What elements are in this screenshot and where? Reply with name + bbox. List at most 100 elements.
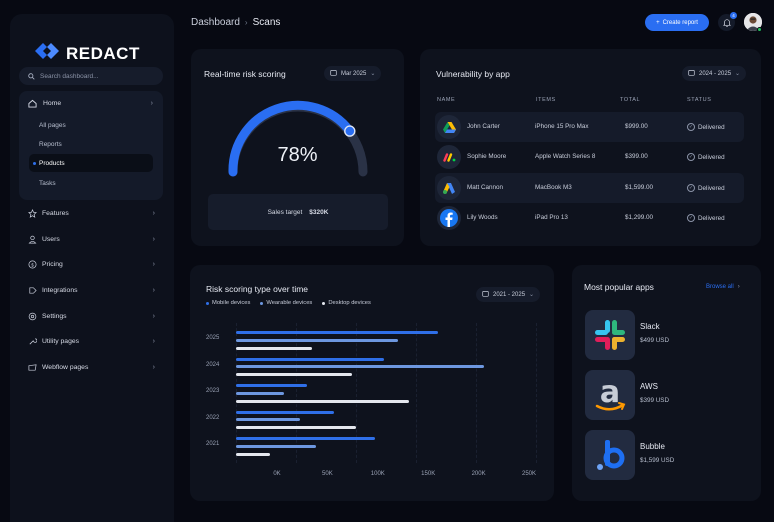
app-price: $399 USD [640, 397, 670, 404]
row-status: ✓ Delivered [687, 214, 725, 222]
row-total: $1,599.00 [625, 184, 654, 191]
search-bar[interactable] [19, 67, 163, 85]
bar[interactable] [236, 399, 409, 403]
card-title: Real-time risk scoring [204, 69, 286, 79]
x-axis-label: 250K [521, 471, 537, 477]
sidebar-item-webflow-pages[interactable]: Webflow pages › [27, 359, 155, 376]
y-axis-label: 2024 [206, 361, 220, 368]
sidebar-item-home[interactable]: Home › [27, 95, 155, 112]
bar[interactable] [236, 384, 307, 387]
bar[interactable] [236, 426, 356, 430]
bar[interactable] [236, 437, 376, 440]
avatar[interactable] [744, 13, 762, 31]
table-row[interactable]: Lily Woods iPad Pro 13 $1,299.00 ✓ Deliv… [435, 203, 744, 233]
sidebar-item-label: Utility pages [42, 338, 80, 345]
search-icon [28, 67, 35, 85]
home-icon [27, 99, 37, 109]
sidebar-item-settings[interactable]: Settings › [27, 308, 155, 325]
notification-badge: 4 [730, 12, 737, 19]
bar[interactable] [236, 410, 335, 414]
app-name: AWS [640, 382, 658, 391]
date-filter[interactable]: 2024 - 2025 ⌄ [682, 66, 747, 81]
check-circle-icon: ✓ [687, 214, 695, 222]
table-row[interactable]: Matt Cannon MacBook M3 $1,599.00 ✓ Deliv… [435, 173, 744, 203]
app-item-slack[interactable]: Slack $499 USD [585, 310, 765, 362]
status-label: Delivered [698, 153, 725, 161]
sidebar-item-pricing[interactable]: $ Pricing › [27, 256, 155, 273]
legend-label: Wearable devices [266, 300, 313, 306]
check-circle-icon: ✓ [687, 184, 695, 192]
svg-text:a: a [600, 375, 620, 410]
sidebar-subitem-all-pages[interactable]: All pages [29, 116, 153, 134]
notifications-button[interactable]: 4 [718, 12, 737, 31]
row-item: Apple Watch Series 8 [535, 153, 596, 160]
bar[interactable] [236, 418, 300, 422]
bar-chart: 2025 2024 2023 2022 2021 0K 50K 100K 150K 200K 250… [190, 265, 554, 501]
create-report-label: Create report [662, 19, 698, 26]
sidebar-subitem-reports[interactable]: Reports [29, 135, 153, 153]
bar[interactable] [236, 338, 398, 342]
legend-item[interactable]: Wearable devices [260, 300, 312, 306]
user-icon [27, 235, 37, 245]
svg-text:$: $ [31, 262, 34, 267]
breadcrumb-separator: › [244, 18, 248, 27]
create-report-button[interactable]: + Create report [645, 14, 709, 31]
legend-item[interactable]: Mobile devices [206, 300, 250, 306]
bar[interactable] [236, 452, 270, 456]
bar[interactable] [236, 346, 312, 350]
row-item: iPad Pro 13 [535, 214, 568, 221]
chevron-right-icon: › [150, 100, 153, 107]
app-item-bubble[interactable]: Bubble $1,599 USD [585, 430, 765, 482]
sidebar-item-users[interactable]: Users › [27, 231, 155, 248]
bar[interactable] [236, 357, 384, 361]
gridline [536, 323, 537, 463]
card-title: Risk scoring type over time [206, 284, 309, 294]
sidebar-item-integrations[interactable]: Integrations › [27, 282, 155, 299]
sidebar-item-label: Settings [42, 313, 67, 320]
date-filter[interactable]: Mar 2025 ⌄ [324, 66, 382, 81]
chevron-right-icon: › [152, 261, 155, 268]
browse-all-label: Browse all [706, 284, 734, 290]
search-input[interactable] [40, 72, 150, 80]
column-header-status: STATUS [687, 97, 712, 103]
risk-percent: 78% [277, 144, 318, 166]
app-item-aws[interactable]: a AWS $399 USD [585, 370, 765, 422]
chevron-right-icon: › [152, 210, 155, 217]
legend-swatch [260, 301, 264, 305]
date-filter[interactable]: 2021 - 2025 ⌄ [476, 287, 541, 302]
table-row[interactable]: John Carter iPhone 15 Pro Max $999.00 ✓ … [435, 112, 744, 142]
column-header-name: NAME [437, 97, 456, 103]
bar[interactable] [236, 444, 317, 448]
app-price: $499 USD [640, 337, 670, 344]
bar[interactable] [236, 331, 438, 334]
sidebar-item-label: Integrations [42, 287, 78, 294]
bar[interactable] [236, 373, 353, 377]
sidebar-item-label: Webflow pages [42, 364, 89, 371]
check-circle-icon: ✓ [687, 123, 695, 131]
sidebar-item-label: Pricing [42, 261, 63, 268]
row-item: MacBook M3 [535, 184, 572, 191]
browse-all-link[interactable]: Browse all › [706, 284, 740, 290]
vulnerability-card: Vulnerability by app 2024 - 2025 ⌄ NAME … [420, 49, 761, 246]
legend-label: Desktop devices [328, 300, 371, 306]
bar[interactable] [236, 391, 284, 395]
breadcrumb: Dashboard › Scans [191, 17, 280, 28]
chevron-right-icon: › [152, 236, 155, 243]
app-price: $1,599 USD [640, 457, 675, 464]
sidebar-item-features[interactable]: Features › [27, 205, 155, 222]
sidebar-subitem-products[interactable]: Products [29, 154, 153, 172]
x-axis-label: 150K [421, 471, 436, 477]
bar[interactable] [236, 365, 485, 369]
breadcrumb-dashboard[interactable]: Dashboard [191, 17, 240, 28]
chevron-right-icon: › [152, 313, 155, 320]
table-row[interactable]: Sophie Moore Apple Watch Series 8 $399.0… [435, 142, 744, 172]
sidebar-subitem-tasks[interactable]: Tasks [29, 174, 153, 192]
folder-icon [27, 363, 37, 373]
chevron-right-icon: › [152, 364, 155, 371]
logo[interactable]: REDACT [34, 42, 140, 65]
row-status: ✓ Delivered [687, 184, 725, 192]
row-name: John Carter [467, 123, 500, 130]
sidebar-subitem-label: All pages [39, 121, 66, 129]
sidebar-item-utility-pages[interactable]: Utility pages › [27, 333, 155, 350]
legend-item[interactable]: Desktop devices [322, 300, 371, 306]
